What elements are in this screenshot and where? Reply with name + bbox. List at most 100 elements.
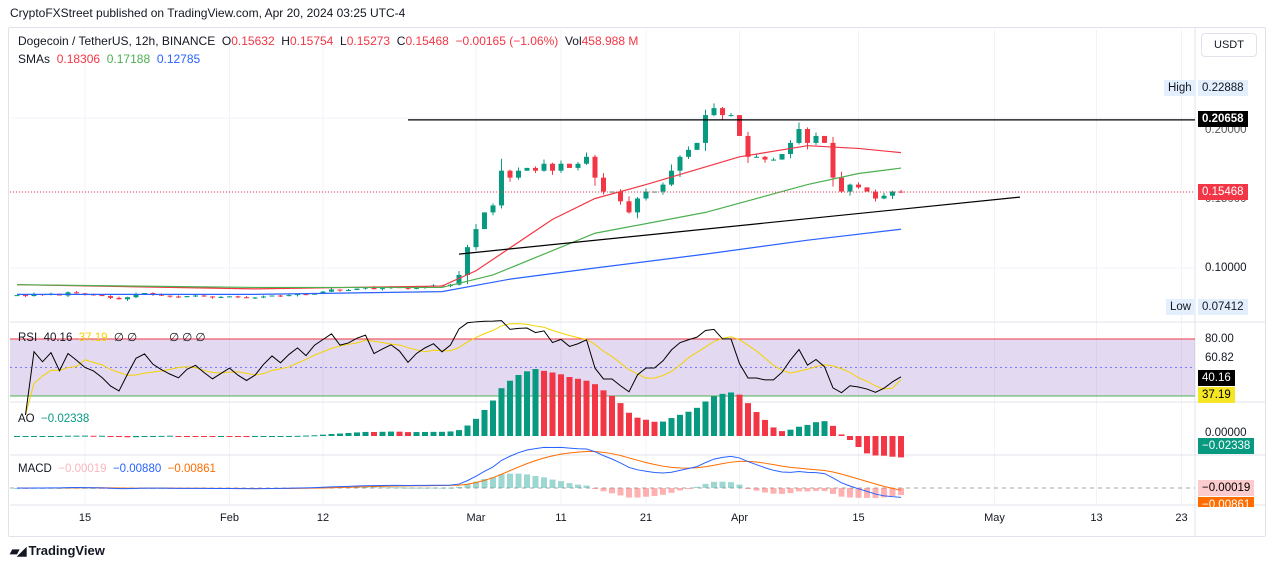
macd-hist-bar [626,488,632,498]
ao-bar [379,431,386,436]
macd-signal-value: −0.00861 [167,463,216,475]
last-price-tag: 0.15468 [1198,184,1248,200]
ao-bar [413,432,420,436]
low-label: Low [1166,299,1196,315]
candle-body [354,288,360,290]
candle-body [873,191,878,199]
sma-label[interactable]: SMAs [18,52,51,66]
ao-bar [311,435,318,437]
candle-body [261,296,266,298]
x-axis-label: 23 [1175,512,1188,524]
candle-body [380,288,385,290]
macd-hist-bar [99,488,105,489]
macd-hist-bar [541,477,547,488]
macd-hist-bar [82,487,88,489]
ao-bar [167,435,173,437]
macd-hist-bar [56,487,63,489]
brand-name: TradingView [28,543,105,558]
candle-body [745,135,751,157]
ao-bar [736,394,743,436]
ao-bar [711,396,717,436]
x-axis-label: 21 [639,512,653,524]
macd-line [16,446,902,498]
ao-label[interactable]: AO [18,413,35,425]
macd-legend: MACD −0.00019 −0.00880 −0.00861 [18,463,216,475]
candle-body [660,184,666,192]
ao-bar [728,392,734,436]
high-label: High [1164,80,1196,96]
candle-body [864,187,870,192]
macd-hist-bar [702,483,709,488]
rsi-label[interactable]: RSI [18,332,38,344]
macd-hist-bar [685,488,692,489]
candle-body [890,191,895,196]
ao-bar [719,393,726,436]
ao-bar [634,417,641,436]
macd-hist-bar [549,479,556,488]
symbol-legend: Dogecoin / TetherUS, 12h, BINANCE O0.156… [18,34,638,48]
macd-hist-bar [609,488,615,494]
macd-hist-bar [490,477,496,488]
ao-bar [388,431,394,436]
published-caption: CryptoFXStreet published on TradingView.… [10,6,406,20]
macd-hist-bar [405,487,411,489]
tradingview-logo[interactable]: ▰◢ TradingView [10,543,105,558]
rsi-value: 40.16 [43,332,73,344]
ao-bar [660,421,666,436]
macd-hist-bar [447,487,454,489]
chart-frame [8,27,1266,537]
ao-bar [150,436,156,437]
ao-bar [354,432,360,436]
ao-bar [345,432,352,436]
ao-bar [889,436,896,457]
rsi-value-tag: 40.16 [1198,370,1235,386]
volume-value: 458.988 M [581,34,639,48]
rsi-ma-tag: 37.19 [1198,387,1235,403]
candle-body [320,291,326,294]
ao-bar [575,378,581,436]
macd-hist-bar [753,488,760,491]
macd-hist-bar [889,488,896,497]
candle-body [635,198,640,213]
ao-bar [456,430,462,436]
ao-bar [226,436,233,437]
low-label: L [340,34,347,48]
macd-hist-bar [481,478,488,488]
candle-body [524,167,530,171]
candle-body [847,184,853,192]
candle-body [405,287,411,289]
macd-hist-bar [498,474,505,488]
x-axis-label: May [984,512,1005,524]
ao-bar [753,412,760,436]
candle-body [592,156,598,178]
candle-body [584,156,589,164]
ao-bar [286,436,292,437]
ao-bar [600,390,607,436]
volume-label: Vol [564,34,582,48]
ao-bar [481,409,488,436]
candle-body [465,247,470,275]
candle-body [601,177,606,192]
rsi-band [10,339,1195,396]
x-axis-label: 11 [555,512,567,524]
ao-bar [405,432,411,436]
currency-button[interactable]: USDT [1201,33,1257,57]
candle-body [643,191,649,199]
ao-bar [396,431,403,436]
macd-hist-bar [575,484,581,488]
sma-line-2 [16,167,902,289]
candle-body [652,191,657,193]
candle-body [575,163,581,168]
macd-hist-bar [787,488,794,494]
ao-bar [558,374,564,436]
candle-body [337,289,343,291]
ao-bar [39,436,46,437]
candle-body [677,156,683,171]
macd-label[interactable]: MACD [18,463,52,475]
candle-body [142,293,147,295]
symbol-title[interactable]: Dogecoin / TetherUS, 12h, BINANCE [18,34,216,48]
open-label: O [221,34,232,48]
macd-hist-bar [821,488,828,492]
macd-hist-bar [507,473,513,488]
